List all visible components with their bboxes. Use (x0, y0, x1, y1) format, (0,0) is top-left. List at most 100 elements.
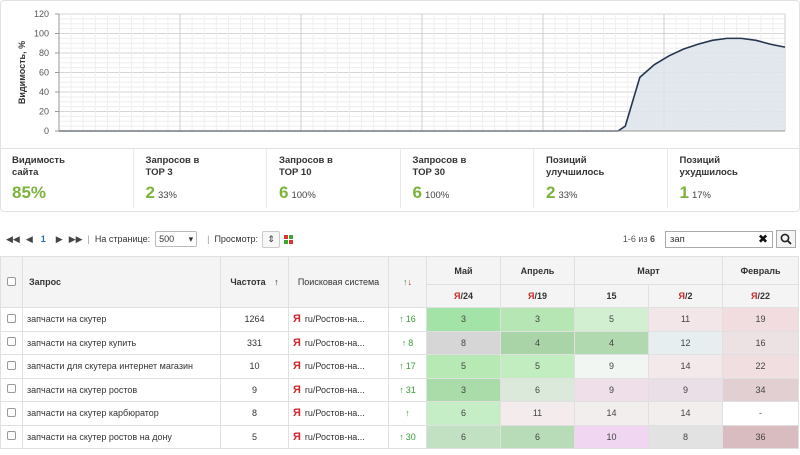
y-tick-label: 40 (39, 87, 49, 97)
col-change[interactable]: ↑↓ (388, 256, 427, 308)
position-cell: 3 (426, 307, 501, 332)
visibility-line (59, 37, 786, 132)
stat-card: Видимость сайта 85% (0, 149, 134, 208)
engine-region: ru/Ростов-на... (304, 384, 365, 395)
row-checkbox-cell[interactable] (0, 330, 23, 355)
y-tick-label: 120 (34, 9, 49, 19)
search-input-value: зап (670, 233, 685, 245)
yandex-icon: Я (293, 407, 301, 420)
query-cell: запчасти для скутера интернет магазин (22, 354, 221, 379)
stat-card: Запросов в ТОР 10 6 100% (267, 149, 401, 208)
date-header[interactable]: Я/24 (426, 284, 501, 308)
clear-icon[interactable]: ✖ (757, 232, 768, 246)
position-cell: 6 (500, 377, 575, 402)
arrow-up-icon: ↑ (401, 337, 407, 348)
y-axis-label: Видимость, % (17, 41, 27, 104)
row-checkbox[interactable] (7, 337, 16, 347)
frequency-cell: 1264 (220, 307, 289, 332)
month-header: Май (426, 256, 501, 285)
divider: | (207, 234, 210, 244)
engine-region: ru/Ростов-на... (304, 431, 365, 442)
row-checkbox[interactable] (7, 384, 16, 394)
row-checkbox[interactable] (7, 407, 16, 417)
y-tick-label: 100 (34, 29, 49, 39)
position-cell: 11 (500, 401, 575, 426)
date-header[interactable]: Я/22 (722, 284, 799, 308)
change-value: 17 (405, 361, 416, 372)
month-header: Апрель (500, 256, 575, 285)
select-all-checkbox[interactable] (7, 276, 16, 286)
position-cell: - (722, 401, 799, 426)
view-sort-button[interactable]: ⇕ (262, 230, 281, 248)
y-tick-label: 80 (39, 48, 49, 58)
select-all-cell[interactable] (0, 256, 23, 308)
month-header: Февраль (722, 256, 799, 285)
per-page-select[interactable]: 500 ▾ (155, 231, 198, 247)
date-header[interactable]: Я/2 (648, 284, 723, 308)
y-tick-label: 0 (44, 126, 49, 136)
last-page-icon[interactable]: ▶▶ (68, 233, 83, 244)
table-row[interactable]: запчасти для скутера интернет магазин 10 Я… (0, 354, 799, 379)
stat-percent: 100% (424, 190, 450, 201)
row-checkbox-cell[interactable] (0, 307, 23, 332)
query-cell: запчасти на скутер (22, 307, 221, 332)
per-page-label: На странице: (94, 234, 151, 244)
row-checkbox-cell[interactable] (0, 401, 23, 426)
col-frequency[interactable]: Частота ↑ (220, 256, 289, 308)
row-checkbox-cell[interactable] (0, 424, 23, 449)
yandex-icon: Я (293, 383, 301, 396)
query-cell: запчасти на скутер купить (22, 330, 221, 355)
next-page-icon[interactable]: ▶ (55, 233, 63, 244)
date-label: /19 (534, 291, 547, 301)
position-cell: 9 (574, 377, 649, 402)
position-cell: 3 (500, 307, 575, 332)
row-checkbox[interactable] (7, 360, 16, 370)
current-page[interactable]: 1 (40, 234, 46, 244)
col-engine[interactable]: Поисковая система (288, 256, 389, 308)
arrow-up-icon: ↑ (399, 314, 404, 325)
yandex-icon: Я (454, 291, 461, 301)
row-checkbox-cell[interactable] (0, 377, 23, 402)
position-cell: 3 (426, 377, 501, 402)
stat-label: Видимость сайта (12, 155, 65, 178)
position-cell: 19 (722, 307, 799, 332)
col-query[interactable]: Запрос (22, 256, 221, 308)
yandex-icon: Я (751, 291, 758, 301)
search-button[interactable] (776, 230, 796, 248)
prev-page-icon[interactable]: ◀ (25, 233, 33, 244)
yandex-icon: Я (293, 430, 301, 443)
date-header[interactable]: 15 (574, 284, 649, 308)
date-label: /22 (757, 291, 770, 301)
search-input[interactable]: зап ✖ (665, 230, 773, 248)
change-value: 31 (405, 384, 416, 395)
row-checkbox[interactable] (7, 313, 16, 323)
color-grid-icon[interactable] (284, 234, 294, 244)
position-cell: 14 (648, 401, 723, 426)
visibility-chart: 0 20 40 60 80 100 120 Видимость, % (17, 9, 786, 136)
date-header[interactable]: Я/19 (500, 284, 575, 308)
change-cell: ↑ 31 (388, 377, 427, 402)
row-checkbox-cell[interactable] (0, 354, 23, 379)
position-cell: 9 (648, 377, 723, 402)
row-checkbox[interactable] (7, 431, 16, 441)
change-value: 8 (408, 337, 414, 348)
stat-value: 6 (279, 183, 289, 202)
y-tick-label: 60 (39, 68, 49, 78)
position-cell: 8 (648, 424, 723, 449)
stat-card: Позиций ухудшилось 1 17% (668, 149, 800, 208)
position-cell: 16 (722, 330, 799, 355)
first-page-icon[interactable]: ◀◀ (6, 233, 20, 244)
stat-percent: 33% (157, 190, 177, 201)
y-tick-label: 20 (39, 107, 49, 117)
arrow-up-icon: ↑ (399, 361, 404, 372)
visibility-area (59, 38, 785, 131)
position-cell: 6 (426, 401, 501, 426)
